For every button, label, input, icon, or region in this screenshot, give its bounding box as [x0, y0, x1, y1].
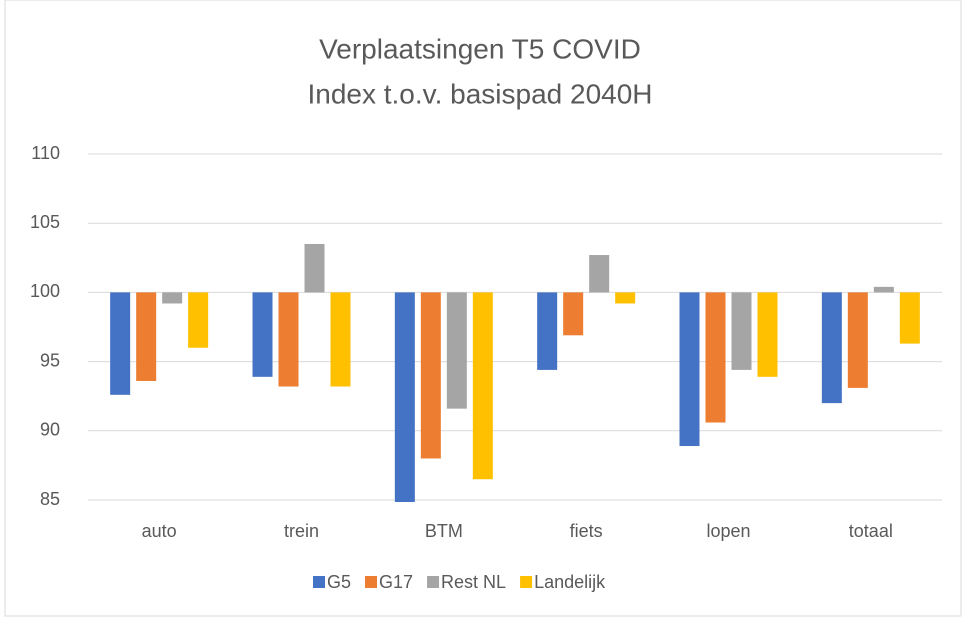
legend-swatch — [313, 576, 325, 588]
bar — [252, 292, 273, 377]
legend-label: G17 — [379, 572, 413, 592]
x-tick-label: auto — [142, 521, 177, 541]
x-tick-label: totaal — [849, 521, 893, 541]
bar — [679, 292, 700, 447]
chart-subtitle: Index t.o.v. basispad 2040H — [307, 78, 652, 109]
bar — [136, 292, 157, 381]
bar — [821, 292, 842, 404]
bar — [278, 292, 299, 387]
bar — [304, 243, 325, 293]
legend-label: G5 — [327, 572, 351, 592]
legend-swatch — [427, 576, 440, 588]
bar — [615, 292, 636, 304]
bar — [394, 292, 415, 502]
y-tick-label: 90 — [40, 420, 60, 440]
legend-swatch — [365, 576, 378, 588]
bar — [420, 292, 441, 459]
bar — [162, 292, 183, 304]
y-tick-label: 95 — [40, 350, 60, 370]
bar — [873, 286, 894, 293]
bar — [537, 292, 558, 370]
bar — [847, 292, 868, 388]
x-tick-label: fiets — [570, 521, 603, 541]
bar — [731, 292, 752, 370]
bar — [446, 292, 467, 409]
chart-title: Verplaatsingen T5 COVID — [319, 33, 641, 64]
y-tick-label: 110 — [31, 143, 60, 163]
y-tick-label: 85 — [40, 489, 60, 509]
bar — [589, 255, 610, 293]
legend-label: Rest NL — [441, 572, 506, 592]
bar — [188, 292, 209, 348]
legend-label: Landelijk — [534, 572, 606, 592]
y-tick-label: 105 — [30, 212, 60, 232]
x-tick-label: trein — [284, 521, 319, 541]
x-tick-label: BTM — [425, 521, 463, 541]
bar — [757, 292, 778, 377]
legend-swatch — [520, 576, 533, 588]
bar — [472, 292, 493, 480]
bar — [899, 292, 920, 344]
x-tick-label: lopen — [706, 521, 750, 541]
bar — [330, 292, 351, 387]
bar — [705, 292, 726, 423]
y-tick-label: 100 — [30, 281, 60, 301]
bar — [563, 292, 584, 336]
bar — [110, 292, 131, 395]
